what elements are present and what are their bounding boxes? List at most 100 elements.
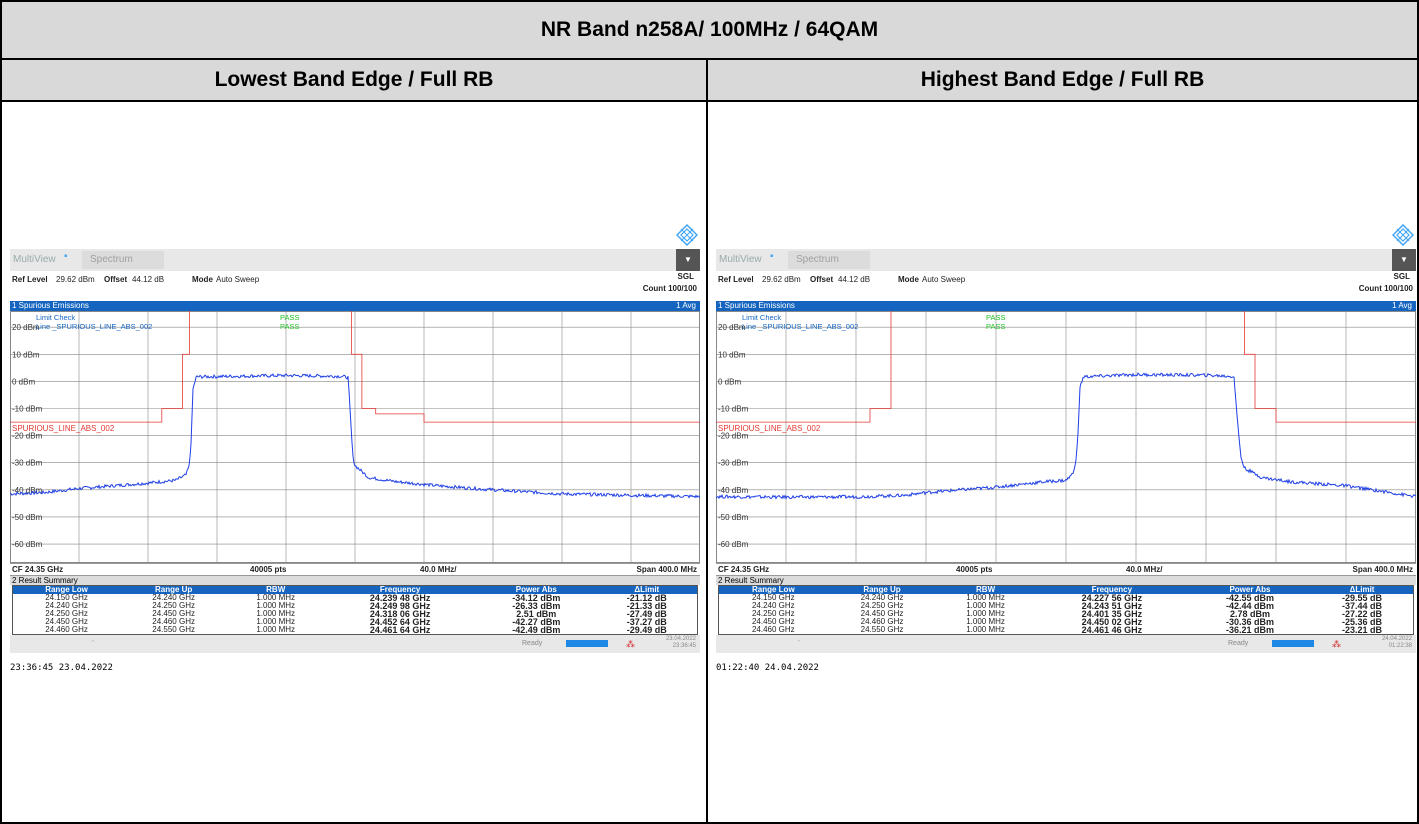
table-header-cell: Range Low — [719, 586, 828, 594]
multiview-label[interactable]: MultiView — [719, 254, 762, 265]
dropdown-icon[interactable]: ▼ — [1392, 249, 1416, 271]
trace-window-title: 1 Spurious Emissions 1 Avg — [716, 301, 1416, 311]
ref-level-value: 29.62 dBm — [56, 275, 95, 284]
table-cell: 24.227 56 GHz — [1081, 593, 1143, 603]
table-row: 24.460 GHz 24.550 GHz 1.000 MHz 24.461 64 G… — [13, 625, 697, 635]
frequency-span: Span 400.0 MHz — [636, 565, 697, 574]
mode-label: Mode — [898, 275, 919, 284]
ref-level-label: Ref Level — [718, 275, 754, 284]
result-panel-highest: MultiView ▪ Spectrum ▼ Ref Level 29.62 d… — [706, 100, 1419, 824]
y-axis-label: -60 dBm — [12, 540, 43, 549]
y-axis-label: -30 dBm — [12, 459, 43, 468]
error-indicator-icon[interactable]: ⁂ — [1332, 639, 1341, 649]
table-header-cell: Power Abs — [476, 586, 597, 594]
table-cell: 1.000 MHz — [966, 593, 1005, 602]
table-cell: -37.27 dB — [626, 617, 667, 627]
tab-spectrum[interactable]: Spectrum — [82, 251, 164, 269]
limit-line — [716, 311, 1416, 423]
table-cell: -34.12 dBm — [512, 593, 561, 603]
result-summary-table-frame: Range Low Range Up RBW Frequency Power Abs ΔL… — [12, 585, 698, 635]
table-cell: 24.461 46 GHz — [1081, 625, 1143, 635]
result-panel-lowest: MultiView ▪ Spectrum ▼ Ref Level 29.62 d… — [0, 100, 708, 824]
table-cell: 1.000 MHz — [256, 593, 296, 602]
table-cell: 24.250 GHz — [860, 601, 904, 610]
y-axis-label: 10 dBm — [12, 350, 40, 359]
sweep-points: 40005 pts — [956, 565, 993, 574]
table-cell: -21.12 dB — [626, 593, 667, 603]
table-cell: 24.250 GHz — [45, 609, 88, 618]
table-header-cell: Range Low — [13, 586, 121, 594]
sweep-progress-bar — [566, 640, 608, 647]
analyzer-toolbar: MultiView ▪ Spectrum ▼ — [716, 249, 1416, 271]
capture-timestamp: 23:36:45 23.04.2022 — [10, 663, 700, 673]
y-axis-label: 0 dBm — [12, 377, 35, 386]
table-row: 24.250 GHz 24.450 GHz 1.000 MHz 24.401 35 G… — [719, 609, 1413, 619]
table-cell: 24.450 GHz — [860, 609, 904, 618]
y-axis-label: -10 dBm — [718, 405, 749, 414]
table-cell: -42.49 dBm — [512, 625, 561, 635]
column-title-text: Lowest Band Edge / Full RB — [214, 68, 494, 91]
status-ready: Ready — [522, 640, 543, 647]
status-caret-icon: ⌃ — [90, 640, 96, 647]
table-cell: 24.460 GHz — [45, 625, 88, 634]
spectrum-plot[interactable]: 20 dBm 10 dBm 0 dBm -10 dBm -20 dBm -30 dBm -4… — [716, 311, 1416, 563]
error-indicator-icon[interactable]: ⁂ — [626, 639, 635, 649]
table-cell: -27.49 dB — [626, 609, 667, 619]
table-cell: 24.550 GHz — [152, 625, 195, 634]
y-axis-label: -20 dBm — [12, 432, 43, 441]
y-axis-label: 0 dBm — [718, 377, 741, 386]
table-cell: -26.33 dBm — [512, 601, 561, 611]
result-summary-table: Range Low Range Up RBW Frequency Power Abs ΔL… — [719, 586, 1413, 635]
y-axis-label: -40 dBm — [718, 486, 749, 495]
multiview-indicator-icon: ▪ — [770, 251, 774, 262]
table-cell: -29.55 dB — [1342, 593, 1383, 603]
y-axis-label: -40 dBm — [12, 486, 43, 495]
plot-footer: CF 24.35 GHz 40005 pts 40.0 MHz/ Span 40… — [10, 563, 700, 576]
multiview-label[interactable]: MultiView — [13, 254, 56, 265]
status-time: 23:36:45 — [672, 643, 696, 649]
offset-label: Offset — [810, 275, 834, 284]
band-title: NR Band n258A/ 100MHz / 64QAM — [0, 0, 1419, 60]
limit-line-name: Line _SPURIOUS_LINE_ABS_002 — [36, 322, 152, 331]
result-summary-table-frame: Range Low Range Up RBW Frequency Power Abs ΔL… — [718, 585, 1414, 635]
dropdown-icon[interactable]: ▼ — [676, 249, 700, 271]
ref-level-value: 29.62 dBm — [762, 275, 801, 284]
table-header-cell: ΔLimit — [596, 586, 697, 594]
table-cell: 1.000 MHz — [966, 617, 1005, 626]
status-datetime: 24.04.2022 01:22:38 — [1382, 636, 1412, 650]
table-header-cell: ΔLimit — [1311, 586, 1413, 594]
avg-indicator: 1 Avg — [676, 301, 696, 310]
table-header-cell: Range Up — [827, 586, 937, 594]
table-cell: 24.450 02 GHz — [1081, 617, 1143, 627]
table-cell: 2.51 dBm — [516, 609, 557, 619]
table-cell: 1.000 MHz — [256, 601, 296, 610]
timestamp-text: 23:36:45 23.04.2022 — [10, 663, 113, 673]
table-cell: 24.401 35 GHz — [1081, 609, 1143, 619]
status-date: 23.04.2022 — [665, 636, 696, 642]
table-row: 24.150 GHz 24.240 GHz 1.000 MHz 24.227 56 G… — [719, 593, 1413, 603]
result-summary-title: 2 Result Summary — [10, 576, 700, 585]
mode-value: Auto Sweep — [216, 275, 260, 284]
frequency-span: Span 400.0 MHz — [1352, 565, 1413, 574]
limit-check-result: PASS — [280, 313, 299, 322]
table-cell: 24.550 GHz — [860, 625, 904, 634]
spectrum-trace — [716, 372, 1416, 500]
table-cell: 24.460 GHz — [152, 617, 195, 626]
spectrum-plot[interactable]: 20 dBm 10 dBm 0 dBm -10 dBm -20 dBm -30 dBm -4… — [10, 311, 700, 563]
table-cell: -42.55 dBm — [1225, 593, 1274, 603]
center-frequency: CF 24.35 GHz — [12, 565, 64, 574]
tab-spectrum[interactable]: Spectrum — [788, 251, 870, 269]
analyzer-toolbar: MultiView ▪ Spectrum ▼ — [10, 249, 700, 271]
analyzer-screenshot: MultiView ▪ Spectrum ▼ Ref Level 29.62 d… — [10, 224, 700, 673]
y-axis-label: -60 dBm — [718, 540, 749, 549]
y-axis-label: 20 dBm — [718, 323, 746, 332]
offset-value: 44.12 dB — [132, 275, 165, 284]
result-summary-table: Range Low Range Up RBW Frequency Power Abs ΔL… — [13, 586, 697, 635]
table-row: 24.150 GHz 24.240 GHz 1.000 MHz 24.239 48 G… — [13, 593, 697, 603]
band-title-text: NR Band n258A/ 100MHz / 64QAM — [540, 18, 879, 41]
status-datetime: 23.04.2022 23:36:45 — [666, 636, 696, 650]
table-cell: 24.240 GHz — [860, 593, 904, 602]
sgl-indicator: SGL — [1393, 272, 1410, 281]
sweep-count: Count 100/100 — [642, 284, 697, 293]
